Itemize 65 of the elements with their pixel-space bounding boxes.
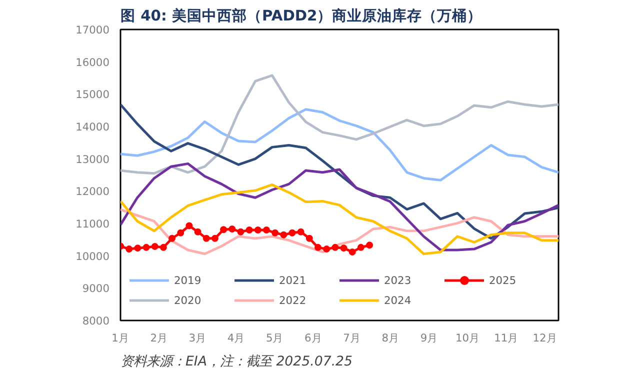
line-series <box>120 74 558 175</box>
point <box>237 228 244 236</box>
legend-label: 2019 <box>174 274 202 286</box>
legend-label: 2021 <box>279 274 308 286</box>
y-tick-label: 12000 <box>76 185 110 198</box>
x-tick-label: 10月 <box>456 332 480 344</box>
y-tick-label: 16000 <box>76 56 110 69</box>
point <box>297 228 304 236</box>
point <box>246 226 253 234</box>
x-tick-label: 1月 <box>112 332 130 344</box>
x-tick-label: 6月 <box>304 332 322 344</box>
point <box>177 229 184 236</box>
x-tick-label: 11月 <box>494 332 519 344</box>
x-tick-label: 2月 <box>150 332 168 344</box>
point <box>366 242 374 249</box>
x-tick-label: 12月 <box>532 332 558 344</box>
y-tick-label: 13000 <box>76 152 110 166</box>
point <box>228 226 236 232</box>
y-tick-label: 8000 <box>82 314 110 328</box>
point <box>357 244 364 251</box>
point <box>202 234 210 242</box>
x-tick-label: 5月 <box>266 332 284 344</box>
legend-label: 2020 <box>174 294 202 306</box>
point <box>272 229 279 236</box>
x-tick-label: 4月 <box>227 332 246 344</box>
point <box>151 242 158 250</box>
point <box>314 244 322 251</box>
point <box>211 234 218 242</box>
point <box>323 246 330 253</box>
y-tick-label: 15000 <box>76 88 110 102</box>
point <box>340 244 348 252</box>
point <box>288 229 296 236</box>
x-tick-label: 8月 <box>382 332 400 344</box>
x-tick-label: 3月 <box>188 332 207 344</box>
y-tick-label: 9000 <box>82 282 110 296</box>
point <box>168 234 176 242</box>
y-tick-label: 14000 <box>76 120 110 134</box>
y-tick-label: 11000 <box>76 218 110 230</box>
point <box>262 226 270 234</box>
y-tick-label: 10000 <box>76 250 110 263</box>
point <box>194 228 202 236</box>
point <box>332 244 339 251</box>
legend-label: 2023 <box>384 274 412 286</box>
legend-label: 2022 <box>279 294 308 306</box>
point <box>186 222 193 230</box>
line-series <box>120 208 558 256</box>
legend-label: 2024 <box>384 294 412 306</box>
point <box>126 246 133 253</box>
point <box>280 231 288 238</box>
line-series <box>120 162 558 252</box>
text: 资料来源：EIA，注：截至 2025.07.25 <box>120 354 353 370</box>
line-series <box>120 183 558 256</box>
point <box>142 244 150 251</box>
point <box>160 244 167 251</box>
chart-title: 图 40: 美国中西部（PADD2）商业原油库存（万桶） <box>120 6 482 24</box>
point <box>254 226 262 234</box>
point <box>220 226 228 234</box>
line-series <box>120 108 558 182</box>
x-tick-label: 9月 <box>420 332 438 344</box>
y-tick-label: 17000 <box>76 24 110 36</box>
point <box>306 234 313 242</box>
x-tick-label: 7月 <box>343 332 361 344</box>
legend-label: 2025 <box>489 274 518 286</box>
point <box>348 248 356 256</box>
point <box>134 244 142 252</box>
